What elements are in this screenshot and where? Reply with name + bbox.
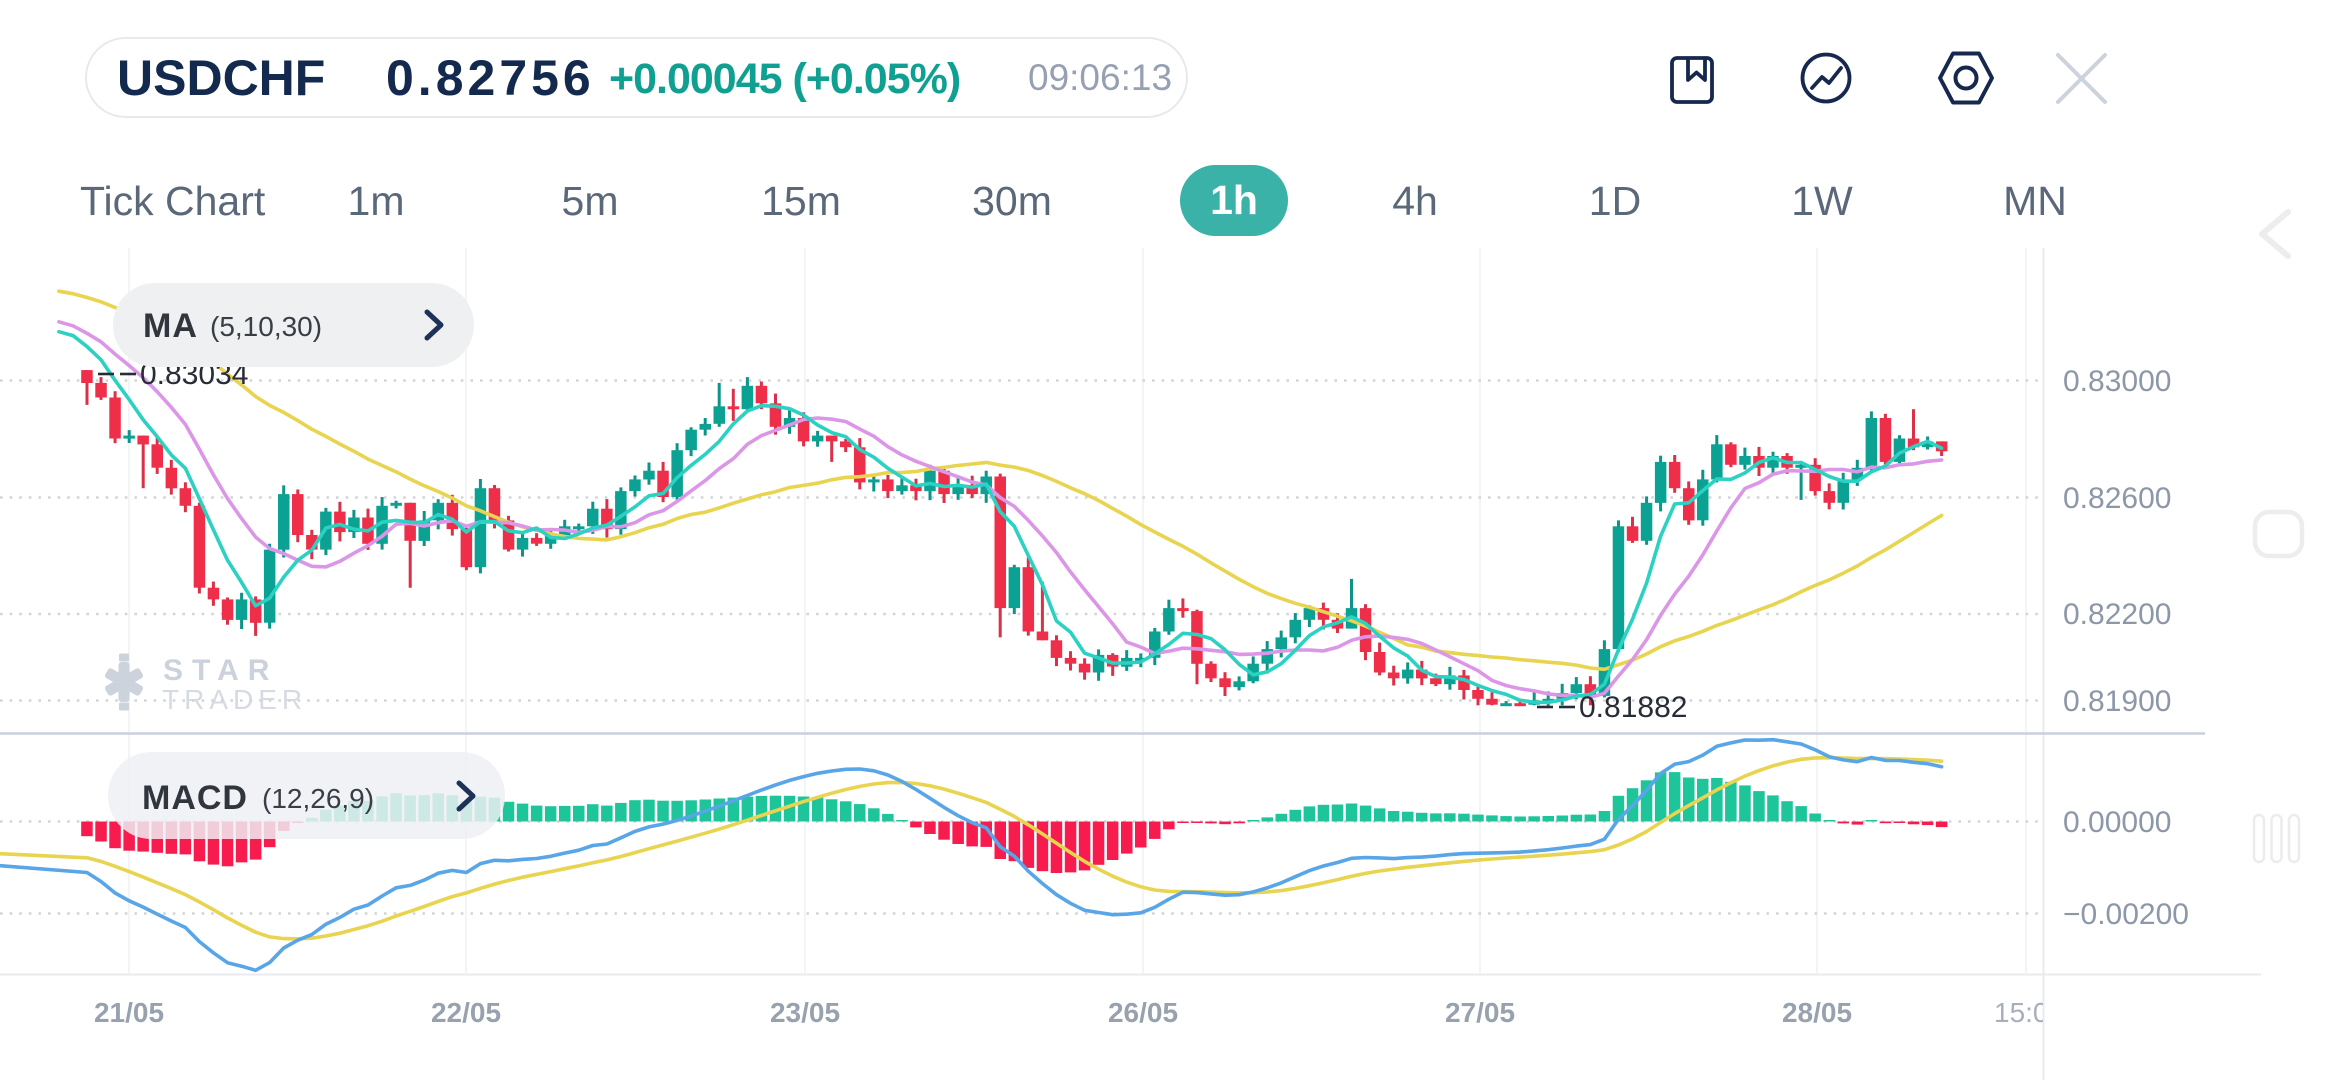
svg-text:1m: 1m [348, 178, 405, 224]
svg-text:1h: 1h [1210, 177, 1258, 223]
svg-text:MN: MN [2003, 178, 2067, 224]
svg-text:Tick Chart: Tick Chart [80, 178, 266, 224]
svg-text:0.82756: 0.82756 [386, 50, 595, 106]
svg-text:30m: 30m [972, 178, 1052, 224]
svg-text:MACD: MACD [142, 779, 248, 817]
svg-text:22/05: 22/05 [431, 997, 501, 1028]
svg-text:(12,26,9): (12,26,9) [262, 783, 374, 814]
svg-text:5m: 5m [562, 178, 619, 224]
svg-text:26/05: 26/05 [1108, 997, 1178, 1028]
svg-text:23/05: 23/05 [770, 997, 840, 1028]
svg-text:MA: MA [143, 307, 198, 345]
svg-text:0.82200: 0.82200 [2063, 598, 2171, 631]
svg-text:1W: 1W [1791, 178, 1853, 224]
svg-text:−0.00200: −0.00200 [2063, 898, 2189, 931]
svg-text:1D: 1D [1589, 178, 1641, 224]
svg-text:0.81900: 0.81900 [2063, 685, 2171, 718]
svg-text:15m: 15m [761, 178, 841, 224]
svg-text:+0.00045 (+0.05%): +0.00045 (+0.05%) [609, 55, 960, 103]
svg-text:0.00000: 0.00000 [2063, 806, 2171, 839]
svg-text:28/05: 28/05 [1782, 997, 1852, 1028]
svg-text:(5,10,30): (5,10,30) [210, 311, 322, 342]
svg-text:21/05: 21/05 [94, 997, 164, 1028]
svg-text:STAR: STAR [163, 654, 278, 687]
svg-text:0.82600: 0.82600 [2063, 482, 2171, 515]
svg-text:4h: 4h [1392, 178, 1438, 224]
svg-text:27/05: 27/05 [1445, 997, 1515, 1028]
svg-text:USDCHF: USDCHF [117, 50, 325, 106]
svg-text:0.81882: 0.81882 [1579, 691, 1687, 724]
svg-text:09:06:13: 09:06:13 [1028, 57, 1172, 98]
svg-text:0.83000: 0.83000 [2063, 365, 2171, 398]
svg-text:15:00: 15:00 [1994, 997, 2064, 1028]
